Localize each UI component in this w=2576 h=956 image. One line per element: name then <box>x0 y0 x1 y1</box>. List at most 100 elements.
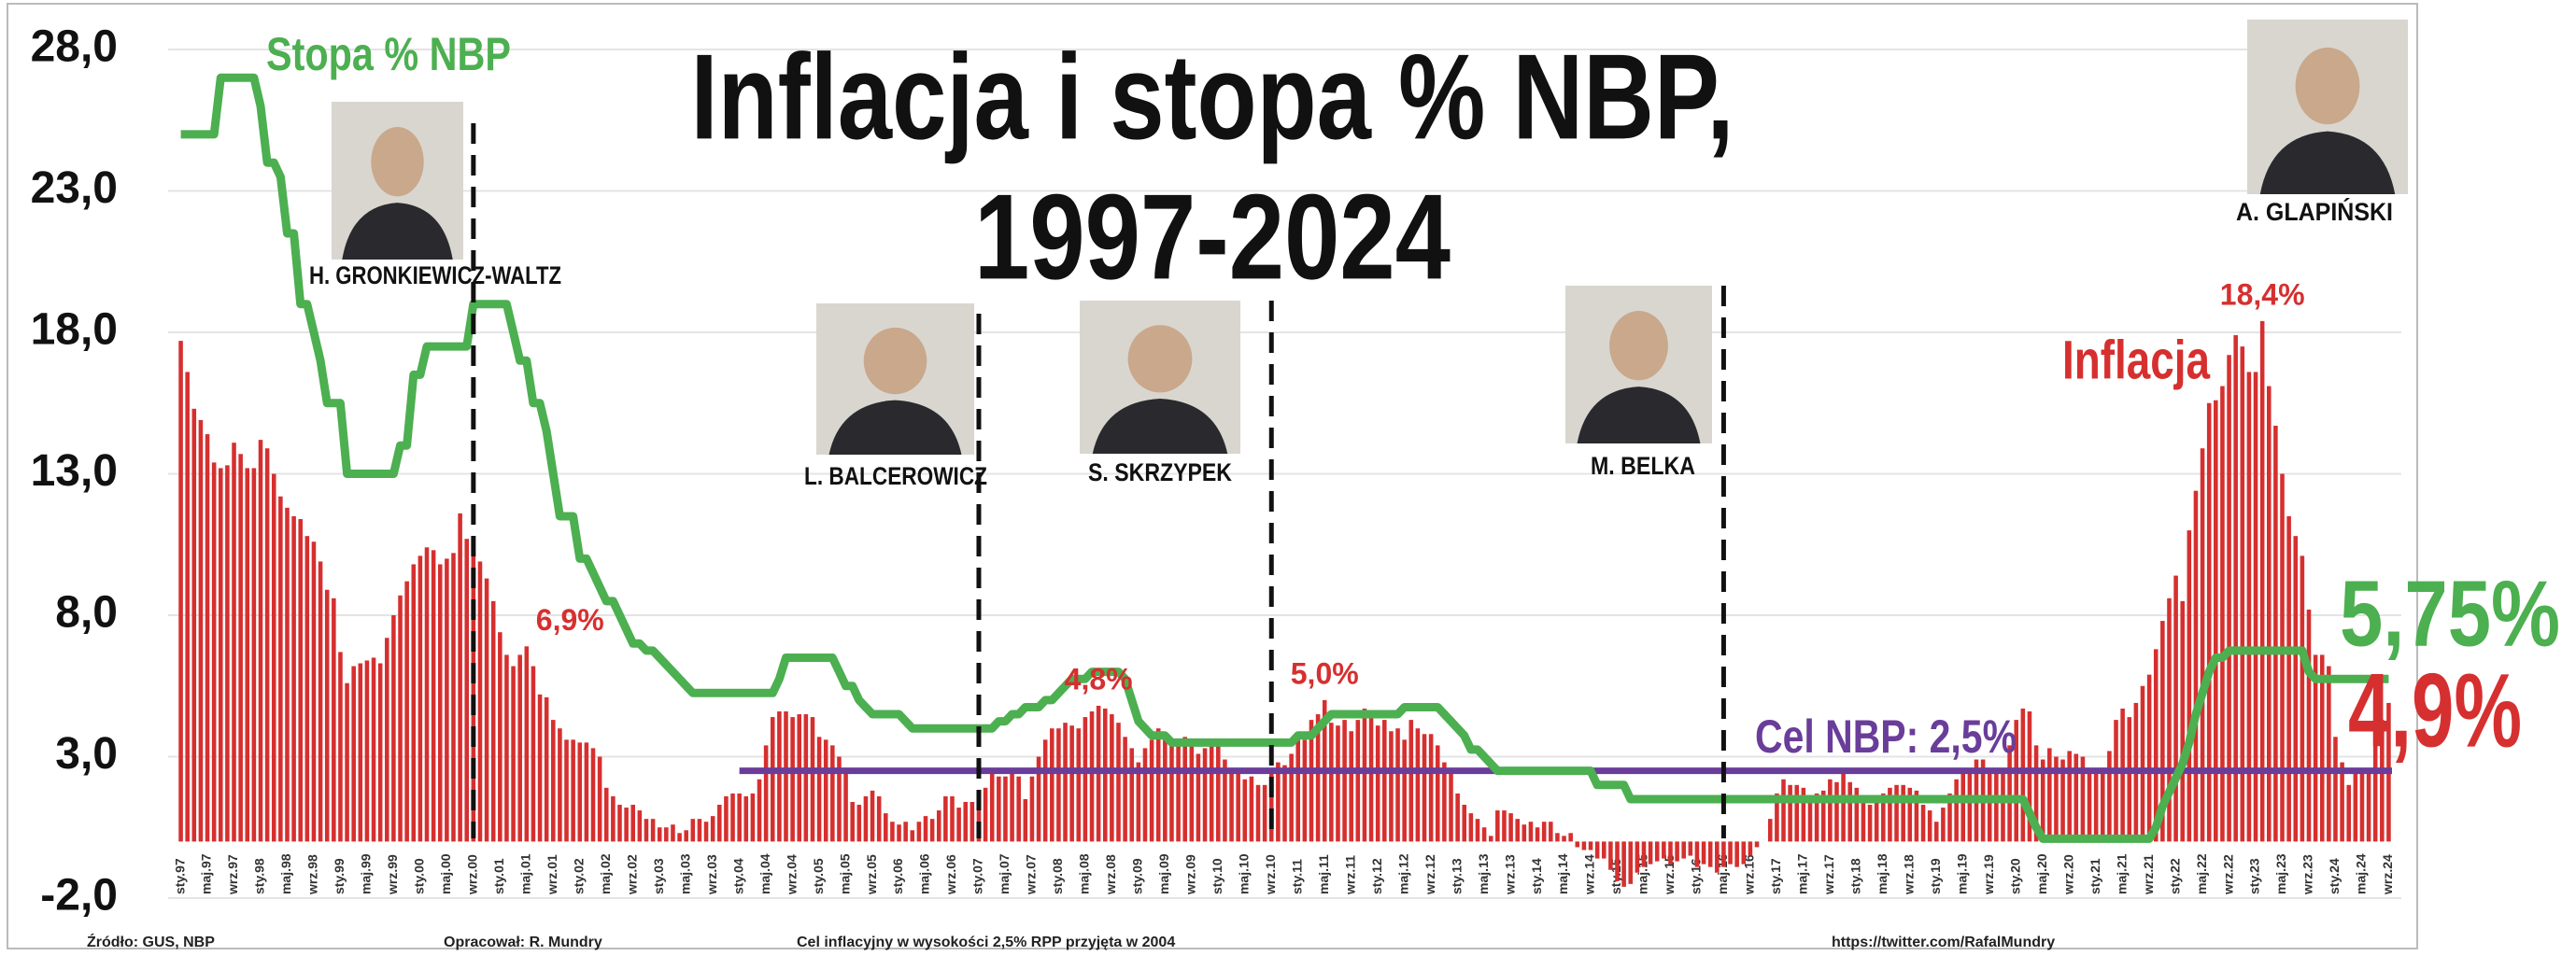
bar <box>876 795 882 842</box>
bar <box>603 787 609 842</box>
x-tick-label: sty.03 <box>651 858 666 894</box>
x-tick-label: wrz.03 <box>704 854 719 895</box>
x-tick-label: wrz.21 <box>2141 854 2156 895</box>
bar <box>511 666 516 842</box>
x-tick-label: sty.08 <box>1050 858 1065 894</box>
bar <box>717 805 722 842</box>
bar <box>1608 841 1613 870</box>
bar <box>458 513 462 842</box>
bar <box>1654 841 1660 862</box>
bar <box>1775 793 1779 842</box>
bar <box>997 776 1001 842</box>
x-tick-label: sty.12 <box>1369 858 1384 894</box>
x-tick-label: wrz.14 <box>1582 854 1597 895</box>
bar <box>1435 745 1440 842</box>
bar <box>1209 742 1214 842</box>
bar <box>950 795 955 842</box>
bar <box>2327 666 2331 842</box>
bar <box>2153 649 2158 842</box>
x-tick-label: wrz.12 <box>1422 854 1437 895</box>
bar <box>1728 841 1733 865</box>
y-tick-label: 3,0 <box>55 729 118 779</box>
x-tick-label: maj.22 <box>2194 853 2209 894</box>
bar <box>777 711 782 842</box>
bar <box>411 564 417 842</box>
bar <box>1641 841 1647 867</box>
bar <box>1295 739 1301 842</box>
bar <box>1036 756 1041 842</box>
bar <box>544 696 549 842</box>
bar <box>245 468 250 842</box>
bar <box>1302 739 1308 842</box>
bar <box>1488 836 1493 842</box>
bar <box>185 372 190 842</box>
bar <box>843 770 848 842</box>
x-tick-label: wrz.04 <box>784 854 799 895</box>
bar <box>2227 355 2231 842</box>
bar <box>897 824 901 842</box>
footer-text: https://twitter.com/RafalMundry <box>1832 935 2055 950</box>
bar <box>1841 770 1846 842</box>
x-tick-label: sty.98 <box>252 858 267 894</box>
bar <box>332 598 336 842</box>
bar <box>1249 776 1254 842</box>
bar <box>1349 731 1353 842</box>
bar <box>2080 756 2086 842</box>
bar <box>1801 787 1806 842</box>
bar <box>2333 737 2338 842</box>
bar <box>251 468 257 842</box>
bar <box>757 779 762 842</box>
annotation: 18,4% <box>2220 277 2305 311</box>
bar <box>2167 598 2172 842</box>
bar <box>1056 728 1061 842</box>
x-tick-label: sty.00 <box>412 858 427 894</box>
bar <box>890 822 895 842</box>
bar <box>1927 810 1932 842</box>
x-tick-label: maj.05 <box>837 853 852 894</box>
bar <box>264 448 270 842</box>
x-tick-label: sty.23 <box>2247 858 2262 894</box>
bar <box>743 795 749 842</box>
bar <box>976 795 982 842</box>
bar <box>2067 751 2072 842</box>
bar <box>1355 720 1361 842</box>
bar <box>318 561 323 842</box>
bar <box>1621 841 1626 887</box>
x-tick-label: maj.23 <box>2273 853 2288 894</box>
bar <box>870 790 875 842</box>
bar <box>225 465 230 842</box>
bar <box>1522 824 1527 842</box>
bar <box>324 589 330 842</box>
bar <box>2040 759 2045 842</box>
bar <box>1688 841 1693 856</box>
bar <box>1794 784 1800 842</box>
bar <box>1575 841 1580 848</box>
x-tick-label: sty.21 <box>2088 858 2102 894</box>
bar <box>1767 819 1773 842</box>
bar <box>1947 793 1952 842</box>
x-tick-label: maj.00 <box>438 853 453 894</box>
bar <box>437 564 443 842</box>
bar <box>863 795 869 842</box>
bar <box>1468 813 1474 842</box>
bar <box>291 515 296 842</box>
bar <box>1149 739 1154 842</box>
bar <box>1255 784 1261 842</box>
x-tick-label: maj.99 <box>359 853 374 894</box>
bar <box>445 558 449 842</box>
x-tick-label: sty.06 <box>890 858 905 894</box>
bar <box>1495 810 1500 842</box>
governor-name: A. GLAPIŃSKI <box>2236 197 2393 226</box>
chart-title: Inflacja i stopa % NBP, <box>691 28 1734 164</box>
x-tick-label: wrz.17 <box>1821 854 1836 895</box>
bar <box>1042 739 1048 842</box>
bar <box>1615 841 1620 881</box>
bar <box>2346 784 2351 842</box>
x-tick-label: wrz.13 <box>1502 854 1517 895</box>
governor-name: S. SKRZYPEK <box>1088 458 1232 486</box>
bar <box>571 739 575 842</box>
bar <box>1236 773 1240 842</box>
bar <box>2200 448 2205 842</box>
bar <box>1262 784 1267 842</box>
bar <box>1867 805 1873 842</box>
